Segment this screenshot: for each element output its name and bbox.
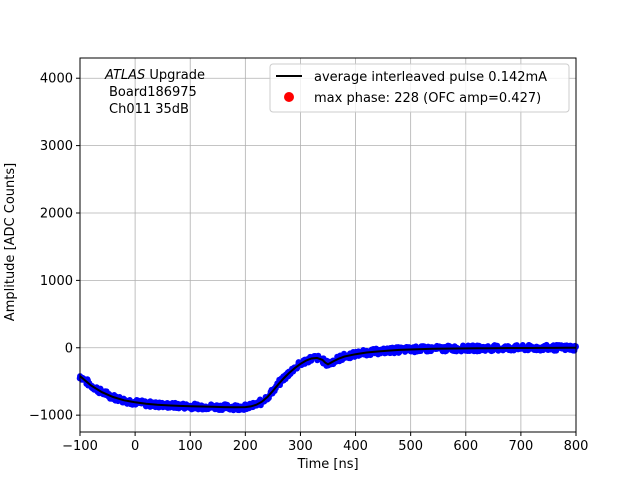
annotation-upgrade-label: Upgrade [145,68,205,83]
legend-box [269,63,570,113]
x-tick-label: 0 [131,439,139,454]
y-tick-label: 0 [65,341,73,356]
annotation-channel: Ch011 35dB [109,102,189,117]
x-tick-label: 600 [453,439,478,454]
legend-entry-max-phase: max phase: 228 (OFC amp=0.427) [314,91,541,106]
x-tick-label: 200 [233,439,258,454]
x-axis-label: Time [ns] [296,457,358,472]
plot-frame [79,57,577,433]
average-pulse-line [79,346,576,409]
x-axis-ticks: −100 0 100 200 300 400 500 600 700 800 [62,432,588,454]
y-tick-label: 2000 [40,206,73,221]
y-axis-ticks: −1000 0 1000 2000 3000 4000 [29,72,80,424]
x-tick-label: 500 [398,439,423,454]
y-axis-label: Amplitude [ADC Counts] [3,163,18,321]
x-tick-label: 800 [564,439,589,454]
x-tick-label: 400 [343,439,368,454]
y-tick-label: 1000 [40,274,73,289]
legend-entry-average-pulse: average interleaved pulse 0.142mA [314,70,547,85]
x-tick-label: −100 [62,439,98,454]
y-tick-label: 3000 [40,139,73,154]
legend: average interleaved pulse 0.142mA max ph… [269,63,570,113]
annotation-board: Board186975 [109,85,197,100]
x-tick-label: 700 [508,439,533,454]
legend-dot-marker [284,92,294,102]
svg-text:ATLAS Upgrade: ATLAS Upgrade [104,68,205,83]
annotation-atlas-label: ATLAS [104,68,145,83]
y-tick-label: −1000 [29,409,73,424]
y-tick-label: 4000 [40,72,73,87]
x-tick-label: 300 [288,439,313,454]
x-tick-label: 100 [178,439,203,454]
atlas-annotation: ATLAS Upgrade Board186975 Ch011 35dB [104,68,205,117]
